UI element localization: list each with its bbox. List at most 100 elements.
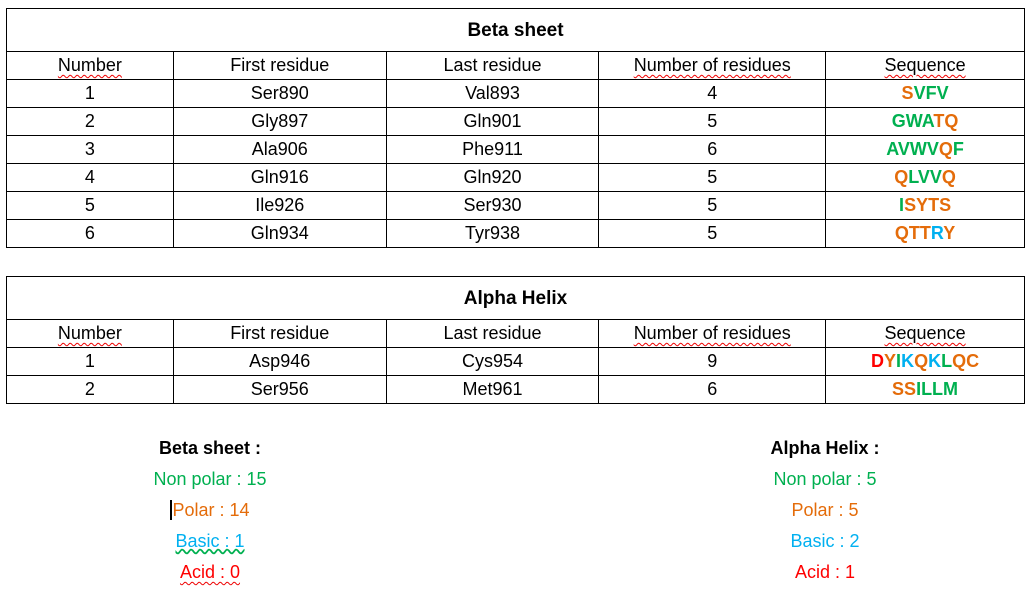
sequence-segment: D: [871, 351, 885, 371]
sequence-segment: Y: [884, 351, 897, 371]
table-row: 3 Ala906 Phe911 6 AVWVQF: [6, 135, 1025, 164]
polar-count: Polar : 5: [791, 500, 859, 520]
table-row: 1 Asp946 Cys954 9 DYIKQKLQC: [6, 347, 1025, 376]
header-label: First residue: [230, 323, 330, 343]
sequence-segment: SS: [892, 379, 917, 399]
column-header: Sequence: [825, 319, 1025, 348]
column-header: First residue: [172, 51, 387, 80]
header-label: Sequence: [884, 323, 966, 343]
cell-n: 6: [6, 219, 174, 248]
cell-last: Cys954: [385, 347, 600, 376]
column-header: Last residue: [385, 51, 600, 80]
basic-count: Basic : 2: [790, 531, 860, 551]
table-row: 4 Gln916 Gln920 5 QLVVQ: [6, 163, 1025, 192]
table-body: 1 Ser890 Val893 4 SVFV 2 Gly897 Gln901 5 GWATQ 3 Al…: [6, 79, 1025, 248]
column-header: Number of residues: [598, 319, 827, 348]
table-title: Beta sheet: [6, 8, 1025, 52]
cell-count: 6: [598, 135, 827, 164]
header-label: Last residue: [443, 323, 542, 343]
cell-first: Ser956: [172, 375, 387, 404]
cell-n: 2: [6, 107, 174, 136]
cell-first: Ile926: [172, 191, 387, 220]
header-label: Number of residues: [633, 55, 791, 75]
table-row: 6 Gln934 Tyr938 5 QTTRY: [6, 219, 1025, 248]
cell-n: 5: [6, 191, 174, 220]
sequence-segment: LVV: [908, 167, 942, 187]
cell-last: Gln901: [385, 107, 600, 136]
acid-count: Acid : 0: [179, 562, 241, 582]
cell-last: Ser930: [385, 191, 600, 220]
table-title: Alpha Helix: [6, 276, 1025, 320]
cell-count: 5: [598, 107, 827, 136]
cell-first: Gln916: [172, 163, 387, 192]
sequence-segment: Y: [943, 223, 956, 243]
cell-count: 5: [598, 191, 827, 220]
summary-title: Beta sheet :: [158, 438, 262, 458]
column-header: Number: [6, 319, 174, 348]
cell-sequence: SSILLM: [825, 375, 1025, 404]
cell-sequence: QLVVQ: [825, 163, 1025, 192]
cell-first: Asp946: [172, 347, 387, 376]
cell-sequence: QTTRY: [825, 219, 1025, 248]
header-row: Number First residue Last residue Number of…: [6, 51, 1025, 80]
cell-n: 3: [6, 135, 174, 164]
cell-sequence: AVWVQF: [825, 135, 1025, 164]
cell-n: 1: [6, 347, 174, 376]
summary-title: Alpha Helix :: [770, 438, 880, 458]
column-header: Number of residues: [598, 51, 827, 80]
column-header: Number: [6, 51, 174, 80]
table-row: 1 Ser890 Val893 4 SVFV: [6, 79, 1025, 108]
sequence-segment: K: [928, 351, 942, 371]
header-label: Sequence: [884, 55, 966, 75]
header-label: Number: [57, 323, 122, 343]
acid-count: Acid : 1: [794, 562, 856, 582]
cell-last: Tyr938: [385, 219, 600, 248]
sequence-segment: SYTS: [904, 195, 952, 215]
header-label: First residue: [230, 55, 330, 75]
cell-last: Val893: [385, 79, 600, 108]
table-body: 1 Asp946 Cys954 9 DYIKQKLQC 2 Ser956 Met961 6 SSI…: [6, 347, 1025, 404]
polar-count: Polar : 14: [170, 500, 250, 520]
cell-n: 2: [6, 375, 174, 404]
basic-count: Basic : 1: [175, 531, 245, 551]
header-row: Number First residue Last residue Number of…: [6, 319, 1025, 348]
sequence-segment: F: [952, 139, 964, 159]
column-header: First residue: [172, 319, 387, 348]
cell-count: 4: [598, 79, 827, 108]
cell-sequence: SVFV: [825, 79, 1025, 108]
table-row: 5 Ile926 Ser930 5 ISYTS: [6, 191, 1025, 220]
cell-n: 4: [6, 163, 174, 192]
sequence-segment: TQ: [933, 111, 959, 131]
sequence-segment: VFV: [913, 83, 949, 103]
sequence-segment: GWA: [891, 111, 934, 131]
sequence-segment: QC: [952, 351, 980, 371]
cell-last: Phe911: [385, 135, 600, 164]
table-row: 2 Gly897 Gln901 5 GWATQ: [6, 107, 1025, 136]
sequence-segment: L: [941, 351, 953, 371]
cell-last: Met961: [385, 375, 600, 404]
cell-count: 9: [598, 347, 827, 376]
cell-n: 1: [6, 79, 174, 108]
alpha-helix-table: Alpha Helix Number First residue Last resi…: [6, 276, 1025, 404]
header-label: Last residue: [443, 55, 542, 75]
beta-sheet-table: Beta sheet Number First residue Last resid…: [6, 8, 1025, 248]
sequence-segment: ILLM: [916, 379, 959, 399]
cell-first: Gln934: [172, 219, 387, 248]
sequence-segment: Q: [938, 139, 953, 159]
cell-first: Ala906: [172, 135, 387, 164]
header-label: Number: [57, 55, 122, 75]
table-row: 2 Ser956 Met961 6 SSILLM: [6, 375, 1025, 404]
sequence-segment: AVWV: [886, 139, 939, 159]
cell-first: Gly897: [172, 107, 387, 136]
cell-last: Gln920: [385, 163, 600, 192]
sequence-segment: Q: [941, 167, 956, 187]
sequence-segment: S: [901, 83, 914, 103]
column-header: Last residue: [385, 319, 600, 348]
cell-count: 5: [598, 219, 827, 248]
sequence-segment: I: [899, 195, 905, 215]
cell-first: Ser890: [172, 79, 387, 108]
cell-count: 5: [598, 163, 827, 192]
sequence-segment: QTT: [894, 223, 931, 243]
sequence-segment: K: [901, 351, 915, 371]
alpha-summary: Alpha Helix : Non polar : 5 Polar : 5 Ba…: [675, 433, 975, 588]
